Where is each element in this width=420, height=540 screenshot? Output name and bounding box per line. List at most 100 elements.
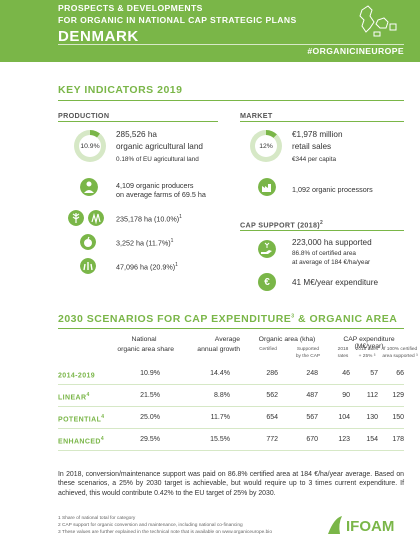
col-exp-100-2: area supported ³: [382, 354, 418, 359]
production-donut-label: 10.9%: [80, 142, 100, 150]
table-row-divider: [58, 428, 404, 429]
cell-2018-rates: 90: [342, 392, 350, 399]
table-row-divider: [58, 450, 404, 451]
footnote-3: 3 These values are further explained in …: [58, 530, 273, 535]
grassland-icon: [88, 210, 104, 226]
crop-area-3: 47,096 ha (20.9%)1: [116, 262, 178, 272]
col-growth-head-2: annual growth: [197, 346, 240, 353]
col-exp-25-1: 2018 rates: [355, 347, 379, 352]
market-per-capita: €344 per capita: [292, 156, 337, 163]
summary-paragraph: In 2018, conversion/maintenance support …: [58, 471, 404, 497]
cell-100-certified: 129: [392, 392, 404, 399]
cell-supported: 487: [306, 392, 318, 399]
key-indicators-title: KEY INDICATORS 2019: [58, 84, 183, 96]
cell-2018-rates: 46: [342, 370, 350, 377]
crop-area-2: 3,252 ha (11.7%)1: [116, 238, 174, 248]
col-exp-100-1: If 100% certified: [382, 347, 418, 352]
scenario-label: POTENTIAL4: [58, 414, 105, 424]
permanent-grassland-icon: [80, 258, 96, 274]
production-title: PRODUCTION: [58, 111, 110, 120]
cell-share: 21.5%: [140, 392, 160, 399]
col-exp-25-2: + 25% ³: [358, 354, 376, 359]
cell-25-rates: 154: [366, 436, 378, 443]
footnote-2: 2 CAP support for organic conversion and…: [58, 523, 243, 528]
cell-share: 10.9%: [140, 370, 160, 377]
cap-supported: 223,000 ha supported: [292, 238, 372, 247]
producers-count: 4,109 organic producers: [116, 181, 194, 190]
col-area-certified: Certified: [259, 347, 277, 352]
scenario-label: ENHANCED4: [58, 436, 105, 446]
cell-2018-rates: 104: [338, 414, 350, 421]
cell-100-certified: 178: [392, 436, 404, 443]
production-area-label: organic agricultural land: [116, 142, 203, 151]
hashtag: #ORGANICINEUROPE: [307, 46, 404, 56]
cell-supported: 670: [306, 436, 318, 443]
factory-icon: [258, 178, 276, 196]
denmark-map-icon: [359, 5, 397, 37]
market-sales-label: retail sales: [292, 142, 332, 151]
table-row-divider: [58, 384, 404, 385]
col-exp-head: CAP expenditure (M€/year): [343, 336, 395, 350]
fruit-icon: [80, 234, 96, 250]
col-share-head-2: organic area share: [117, 346, 174, 353]
scenario-label: 2014-2019: [58, 372, 96, 380]
cell-growth: 15.5%: [210, 436, 230, 443]
country-title: DENMARK: [58, 28, 139, 45]
production-share-donut: 10.9%: [74, 130, 106, 162]
cell-25-rates: 57: [370, 370, 378, 377]
col-share-head-1: National: [131, 336, 157, 343]
col-growth-head-1: Average: [214, 336, 240, 343]
table-row: ENHANCED4 29.5% 15.5% 772 670 123 154 178: [0, 436, 420, 454]
cell-supported: 567: [306, 414, 318, 421]
cell-25-rates: 130: [366, 414, 378, 421]
market-share-donut: 12%: [250, 130, 282, 162]
production-eu-share: 0.18% of EU agricultural land: [116, 156, 199, 163]
crop-area-1: 235,178 ha (10.0%)1: [116, 214, 182, 224]
table-row: 2014-2019 10.9% 14.4% 286 248 46 57 66: [0, 370, 420, 388]
col-exp-2018-1: 2018: [337, 347, 349, 352]
key-indicators-rule: [58, 100, 404, 101]
header-line-2: FOR ORGANIC IN NATIONAL CAP STRATEGIC PL…: [58, 15, 297, 25]
col-area-supported-2: by the CAP: [295, 354, 321, 359]
cap-certified: 86.8% of certified area: [292, 250, 356, 257]
producers-average: on average farms of 69.5 ha: [116, 190, 206, 199]
market-donut-label: 12%: [259, 142, 273, 150]
cap-expenditure: 41 M€/year expenditure: [292, 278, 379, 287]
ifoam-logo: IFOAM: [328, 516, 394, 535]
arable-crop-icon: [68, 210, 84, 226]
euro-icon: €: [258, 273, 276, 291]
production-area: 285,526 ha: [116, 130, 157, 139]
scenarios-title: 2030 SCENARIOS FOR CAP EXPENDITURE3 & OR…: [58, 313, 398, 325]
table-row: LINEAR4 21.5% 8.8% 562 487 90 112 129: [0, 392, 420, 410]
scenarios-rule: [58, 328, 404, 329]
ifoam-logo-text: IFOAM: [346, 518, 394, 535]
production-rule: [58, 121, 218, 122]
header-line-1: PROSPECTS & DEVELOPMENTS: [58, 3, 203, 13]
cell-growth: 14.4%: [210, 370, 230, 377]
market-title: MARKET: [240, 111, 273, 120]
cell-100-certified: 66: [396, 370, 404, 377]
cell-supported: 248: [306, 370, 318, 377]
footnote-1: 1 Share of national total for category: [58, 516, 136, 521]
col-area-head: Organic area (kha): [258, 336, 316, 343]
market-sales: €1,978 million: [292, 130, 343, 139]
header-divider: [58, 44, 404, 45]
table-row-divider: [58, 406, 404, 407]
market-processors: 1,092 organic processors: [292, 185, 373, 194]
cell-25-rates: 112: [366, 392, 378, 399]
table-row: POTENTIAL4 25.0% 11.7% 654 567 104 130 150: [0, 414, 420, 432]
cap-average: at average of 184 €/ha/year: [292, 259, 371, 266]
cell-100-certified: 150: [392, 414, 404, 421]
cell-certified: 286: [266, 370, 278, 377]
cell-certified: 562: [266, 392, 278, 399]
header-banner: PROSPECTS & DEVELOPMENTS FOR ORGANIC IN …: [0, 0, 420, 62]
cell-certified: 772: [266, 436, 278, 443]
cell-share: 25.0%: [140, 414, 160, 421]
hand-support-icon: [258, 240, 276, 258]
col-area-supported-1: Supported: [296, 347, 320, 352]
col-exp-2018-2: rates: [337, 354, 349, 359]
cap-support-title: CAP SUPPORT (2018)2: [240, 220, 324, 230]
cell-2018-rates: 123: [338, 436, 350, 443]
farmer-icon: [80, 178, 98, 196]
cell-growth: 8.8%: [214, 392, 230, 399]
